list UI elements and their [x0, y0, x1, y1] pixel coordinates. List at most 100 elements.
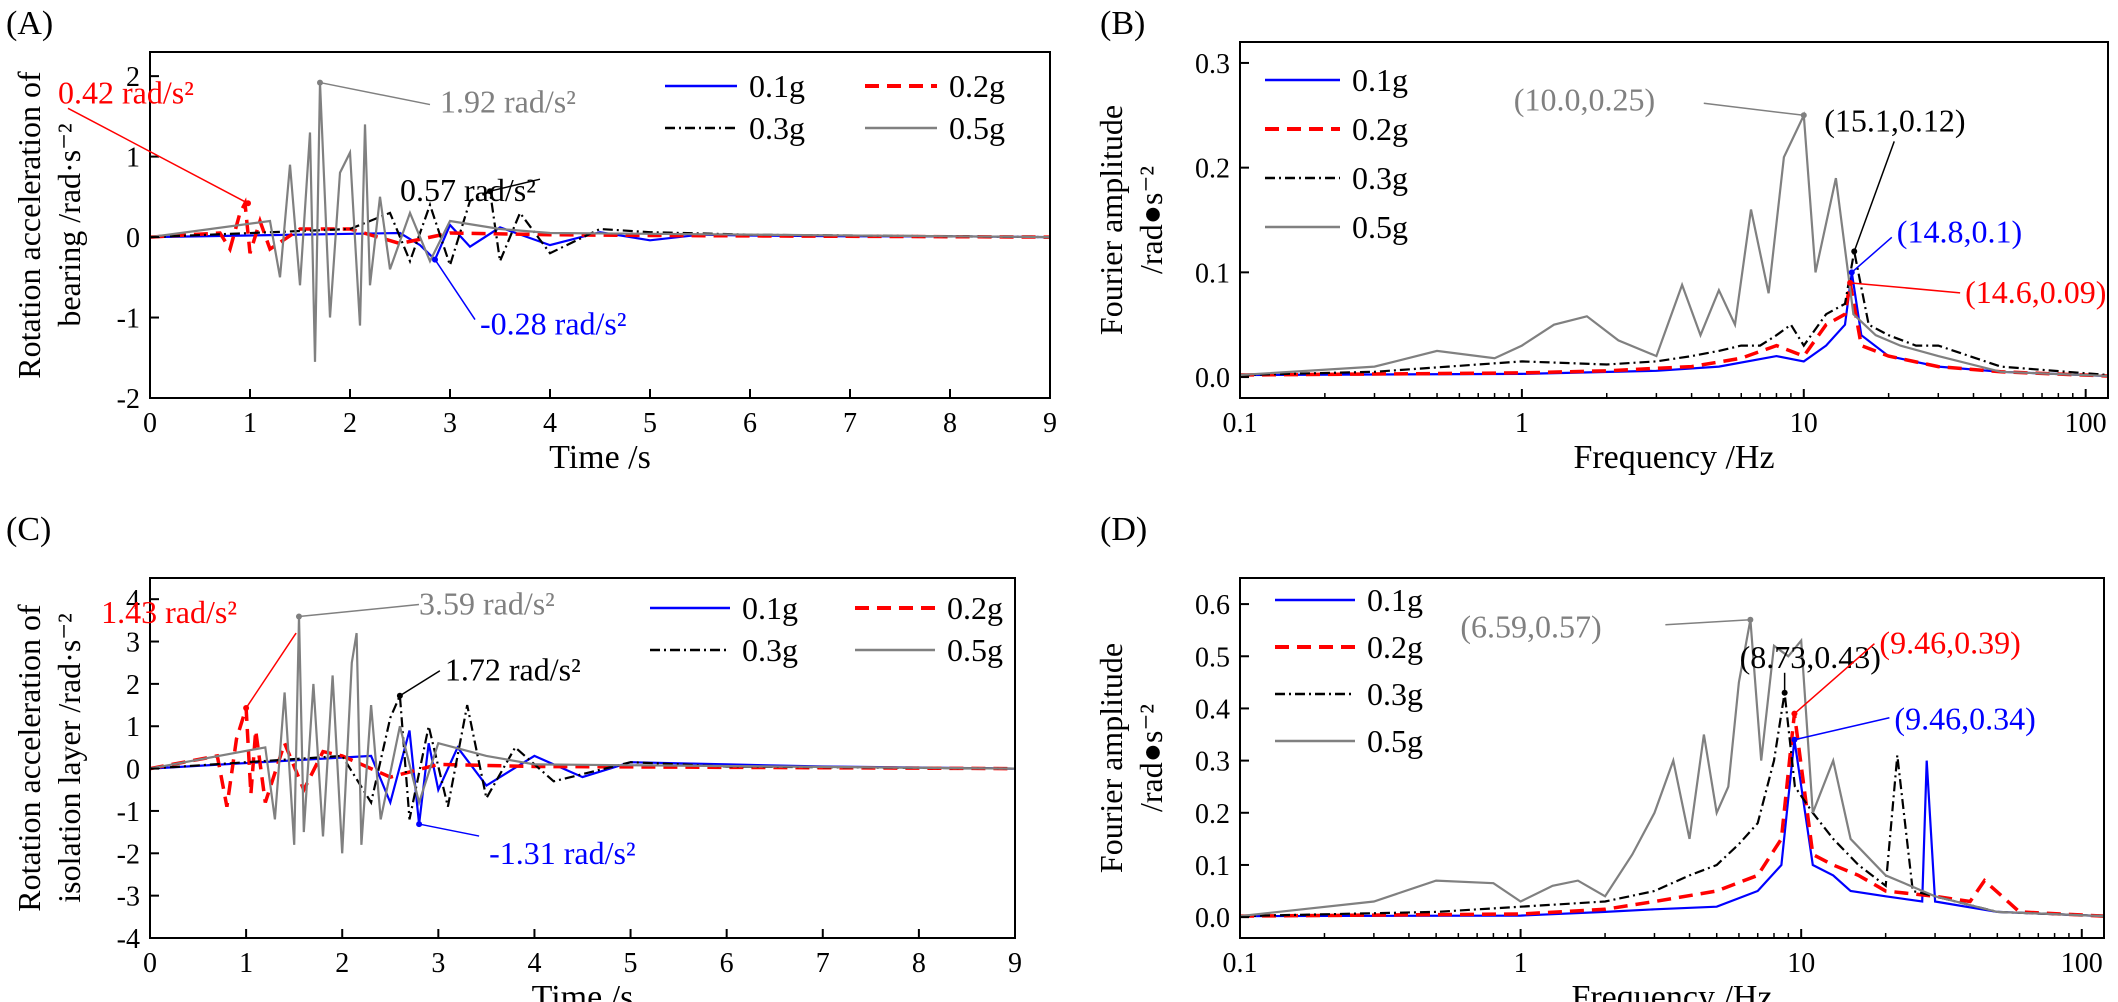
x-tick-label: 6	[720, 948, 734, 979]
y-tick-label: -2	[117, 384, 140, 415]
y-tick-label: 0.0	[1195, 903, 1230, 934]
y-tick-label: -3	[117, 882, 140, 913]
annotation-label: -1.31 rad/s²	[489, 835, 635, 871]
annotation: 1.72 rad/s²	[396, 652, 581, 699]
annotation-label: 1.72 rad/s²	[445, 652, 581, 688]
legend-label-0-2g: 0.2g	[1367, 629, 1423, 665]
y-tick-label: 2	[126, 62, 140, 93]
y-tick-label: 0.0	[1195, 363, 1230, 394]
x-axis-title: Time /s	[532, 979, 634, 1002]
plot-frame	[1239, 41, 2109, 399]
annotation-leader	[1794, 717, 1890, 741]
x-tick-label: 7	[816, 948, 830, 979]
legend: 0.1g 0.2g 0.3g 0.5g	[1275, 582, 1423, 759]
annotation-label: (14.8,0.1)	[1897, 213, 2022, 249]
x-tick-label: 9	[1043, 408, 1057, 439]
x-tick-label: 2	[335, 948, 349, 979]
y-tick-label: 0.5	[1195, 642, 1230, 673]
x-axis-title: Frequency /Hz	[1571, 979, 1772, 1002]
x-axis-title: Time /s	[549, 439, 651, 476]
annotation-leader	[1851, 236, 1893, 273]
panel-label: (C)	[6, 511, 51, 548]
annotation: (9.46,0.34)	[1791, 701, 2036, 743]
y-axis-title-line2: bearing /rad·s⁻²	[51, 123, 87, 326]
x-tick-label: 3	[431, 948, 445, 979]
y-tick-label: -1	[117, 797, 140, 828]
annotation: 3.59 rad/s²	[295, 586, 555, 622]
annotation: (15.1,0.12)	[1824, 102, 1966, 255]
y-tick-label: 1	[126, 712, 140, 743]
annotation-leader	[298, 603, 420, 618]
series-line-0-2g	[1240, 713, 2104, 918]
plot-frame	[149, 577, 1016, 939]
annotation-label: 1.92 rad/s²	[440, 84, 576, 120]
y-tick-label: 0.2	[1195, 799, 1230, 830]
x-tick-label: 3	[443, 408, 457, 439]
legend-label-0-1g: 0.1g	[1367, 582, 1423, 618]
annotation-arrowhead	[416, 821, 423, 828]
x-tick-label: 9	[1008, 948, 1022, 979]
legend-label-0-5g: 0.5g	[1367, 723, 1423, 759]
series-line-0-5g	[150, 82, 1050, 362]
annotation-arrowhead	[396, 692, 403, 699]
y-axis-title-line1: Rotation acceleration of	[11, 71, 47, 379]
legend-label-0-2g: 0.2g	[949, 68, 1005, 104]
y-axis-title-line1: Fourier amplitude	[1093, 105, 1129, 335]
annotation-label: (10.0,0.25)	[1514, 81, 1655, 117]
x-tick-label: 1	[243, 408, 257, 439]
y-tick-label: -2	[117, 839, 140, 870]
annotation-leader	[245, 632, 297, 709]
annotation: 0.42 rad/s²	[58, 74, 251, 207]
annotation-arrowhead	[243, 705, 250, 712]
annotation: (6.59,0.57)	[1460, 609, 1754, 645]
y-axis-title-line1: Fourier amplitude	[1093, 643, 1129, 873]
annotation-arrowhead	[317, 79, 323, 86]
x-tick-label: 0.1	[1223, 948, 1258, 979]
x-tick-label: 100	[2065, 408, 2107, 439]
plot-frame	[1239, 577, 2105, 939]
x-tick-label: 1	[1514, 948, 1528, 979]
series-line-0-5g	[150, 616, 1015, 854]
y-tick-label: 1	[126, 143, 140, 174]
x-tick-label: 10	[1787, 948, 1815, 979]
legend-label-0-5g: 0.5g	[949, 110, 1005, 146]
x-tick-label: 0	[143, 948, 157, 979]
legend: 0.1g 0.2g 0.3g 0.5g	[665, 68, 1005, 146]
series-line-0-3g	[1240, 251, 2108, 377]
series-line-0-2g	[1240, 282, 2108, 378]
y-tick-label: 0	[126, 223, 140, 254]
annotation-leader	[1853, 141, 1895, 252]
legend-label-0-3g: 0.3g	[742, 632, 798, 668]
x-axis-title: Frequency /Hz	[1573, 439, 1774, 476]
x-tick-label: 8	[912, 948, 926, 979]
annotation-arrowhead	[245, 200, 251, 207]
legend-label-0-3g: 0.3g	[749, 110, 805, 146]
annotation-label: -0.28 rad/s²	[480, 306, 626, 342]
annotation: -1.31 rad/s²	[416, 821, 636, 871]
annotation: 1.43 rad/s²	[101, 594, 297, 712]
y-tick-label: 0.4	[1195, 694, 1230, 725]
panel-label: (A)	[6, 5, 53, 42]
annotation-arrowhead	[1791, 710, 1798, 717]
plot-frame	[149, 51, 1051, 399]
x-tick-label: 1	[239, 948, 253, 979]
annotation: (14.8,0.1)	[1848, 213, 2022, 276]
series-line-0-2g	[150, 197, 1050, 254]
y-tick-label: 0.1	[1195, 258, 1230, 289]
x-tick-label: 4	[527, 948, 541, 979]
series-line-0-2g	[150, 707, 1015, 808]
annotation-label: 1.43 rad/s²	[101, 594, 237, 630]
annotation-arrowhead	[1847, 279, 1854, 286]
panel-label: (D)	[1100, 511, 1147, 548]
annotation-leader	[1850, 282, 1961, 294]
annotation-label: 0.57 rad/s²	[400, 172, 536, 208]
panel-label: (B)	[1100, 5, 1145, 42]
y-tick-label: 2	[126, 670, 140, 701]
legend-label-0-5g: 0.5g	[1352, 209, 1408, 245]
series-line-0-5g	[1240, 111, 2108, 378]
annotation-arrowhead	[1848, 269, 1855, 276]
legend: 0.1g 0.2g 0.3g 0.5g	[650, 590, 1003, 668]
y-axis-title-line1: Rotation acceleration of	[11, 604, 47, 912]
